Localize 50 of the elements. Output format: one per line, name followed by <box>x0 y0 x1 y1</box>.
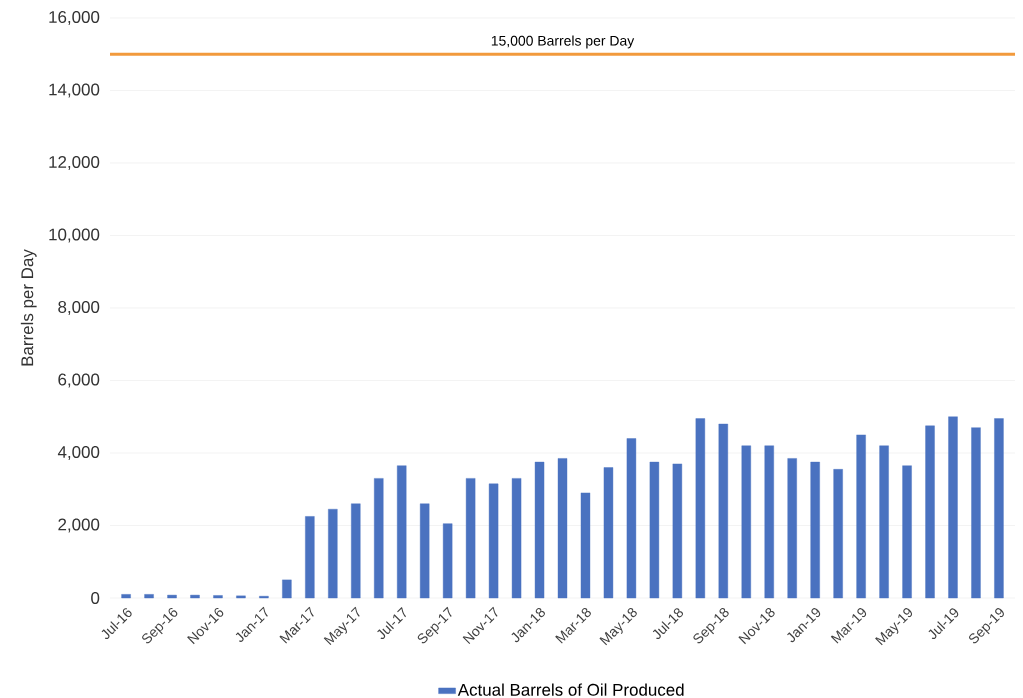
bar <box>925 425 935 599</box>
y-tick-label: 10,000 <box>49 228 100 243</box>
bar <box>442 523 453 599</box>
bar <box>374 478 384 599</box>
y-tick-label: 4,000 <box>57 446 100 460</box>
bar <box>948 416 958 599</box>
bar <box>764 445 774 599</box>
bar <box>787 458 797 599</box>
y-axis-title: Barrels per Day <box>20 249 37 366</box>
bar <box>144 594 154 599</box>
bar <box>994 418 1004 599</box>
bar <box>419 503 430 599</box>
bar <box>672 463 683 599</box>
bar <box>580 492 591 599</box>
bar <box>833 469 843 599</box>
bar <box>213 595 223 599</box>
bar <box>603 467 614 599</box>
bar <box>121 594 131 599</box>
bar <box>236 595 246 599</box>
y-tick-label: 12,000 <box>49 156 100 170</box>
bar <box>282 579 292 599</box>
y-tick-label: 16,000 <box>49 11 100 25</box>
y-tick-label: 8,000 <box>58 301 100 315</box>
bar <box>328 508 338 599</box>
bar <box>190 594 200 599</box>
bar <box>902 465 912 599</box>
bar <box>167 594 177 599</box>
bar <box>465 478 476 599</box>
bar <box>534 461 545 599</box>
bar <box>511 478 522 599</box>
y-tick-label: 2,000 <box>58 518 100 533</box>
bar <box>879 445 889 599</box>
bar <box>351 503 361 599</box>
y-tick-label: 0 <box>91 592 100 604</box>
bar <box>856 434 866 599</box>
bar <box>626 438 637 599</box>
bar <box>305 516 315 599</box>
bar <box>718 423 728 599</box>
bar <box>741 445 751 599</box>
bar <box>695 418 706 599</box>
bar <box>397 465 407 599</box>
bar <box>557 458 568 599</box>
bar <box>810 461 820 599</box>
bar <box>649 461 660 599</box>
bar <box>971 427 981 599</box>
y-tick-label: 6,000 <box>58 373 100 388</box>
y-tick-label: 14,000 <box>49 83 100 98</box>
legend-label: Actual Barrels of Oil Produced <box>457 683 684 696</box>
bar <box>488 483 499 599</box>
ref-line-label: 15,000 Barrels per Day <box>491 35 635 49</box>
